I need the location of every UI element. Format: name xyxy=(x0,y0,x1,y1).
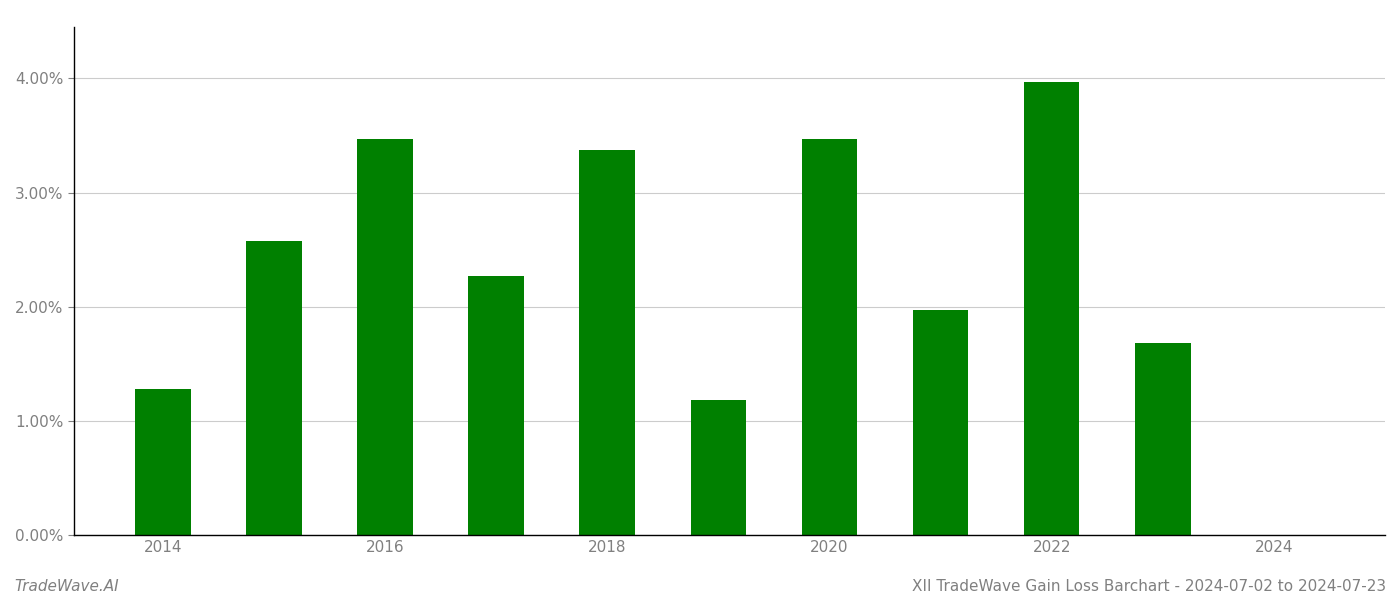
Bar xyxy=(802,139,857,535)
Bar xyxy=(357,139,413,535)
Bar xyxy=(690,400,746,535)
Bar xyxy=(580,151,636,535)
Text: TradeWave.AI: TradeWave.AI xyxy=(14,579,119,594)
Bar xyxy=(134,389,190,535)
Bar xyxy=(913,310,969,535)
Bar xyxy=(469,276,524,535)
Bar xyxy=(246,241,301,535)
Bar xyxy=(1023,82,1079,535)
Text: XII TradeWave Gain Loss Barchart - 2024-07-02 to 2024-07-23: XII TradeWave Gain Loss Barchart - 2024-… xyxy=(911,579,1386,594)
Bar xyxy=(1135,343,1190,535)
